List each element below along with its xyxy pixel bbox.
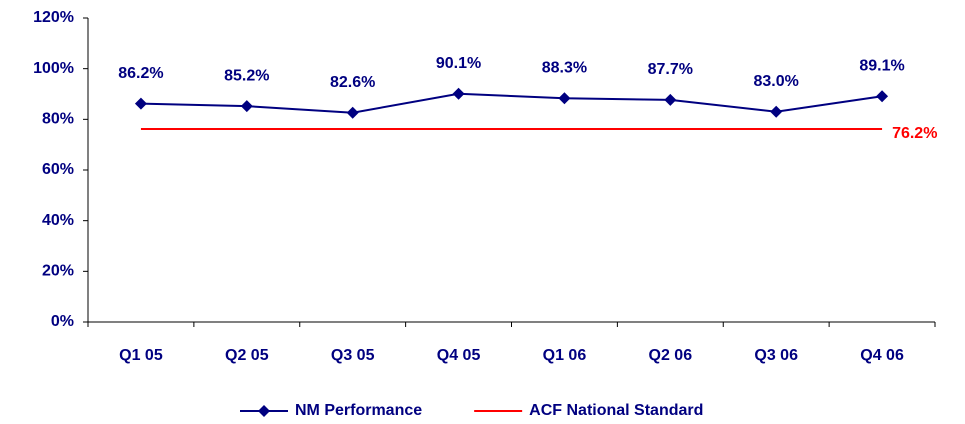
y-tick-label: 120% xyxy=(33,9,74,26)
data-label: 82.6% xyxy=(330,74,375,91)
data-label: 86.2% xyxy=(118,65,163,82)
x-tick-label: Q3 06 xyxy=(754,347,798,364)
x-tick-label: Q3 05 xyxy=(331,347,375,364)
point xyxy=(558,92,571,105)
data-label: 85.2% xyxy=(224,67,269,84)
x-tick-label: Q2 06 xyxy=(649,347,693,364)
point xyxy=(240,100,253,113)
y-tick-label: 100% xyxy=(33,60,74,77)
x-tick-label: Q2 05 xyxy=(225,347,269,364)
x-tick-label: Q4 05 xyxy=(437,347,481,364)
data-label: 88.3% xyxy=(542,60,587,77)
point xyxy=(876,90,889,103)
legend-label: ACF National Standard xyxy=(529,402,703,419)
point xyxy=(770,105,783,118)
y-tick-label: 80% xyxy=(42,111,74,128)
series-line xyxy=(140,92,883,114)
point xyxy=(452,87,465,100)
y-tick-label: 20% xyxy=(42,263,74,280)
data-label: 90.1% xyxy=(436,55,481,72)
point xyxy=(346,106,359,119)
y-tick-label: 0% xyxy=(51,313,74,330)
data-label: 76.2% xyxy=(892,125,937,142)
legend-marker xyxy=(258,405,270,417)
legend-label: NM Performance xyxy=(295,402,422,419)
x-tick-label: Q1 06 xyxy=(543,347,587,364)
point xyxy=(664,93,677,106)
data-label: 89.1% xyxy=(859,57,904,74)
data-label: 87.7% xyxy=(648,61,693,78)
y-tick-label: 40% xyxy=(42,212,74,229)
x-tick-label: Q1 05 xyxy=(119,347,163,364)
point xyxy=(134,97,147,110)
x-tick-label: Q4 06 xyxy=(860,347,904,364)
data-label: 83.0% xyxy=(754,73,799,90)
y-tick-label: 60% xyxy=(42,161,74,178)
